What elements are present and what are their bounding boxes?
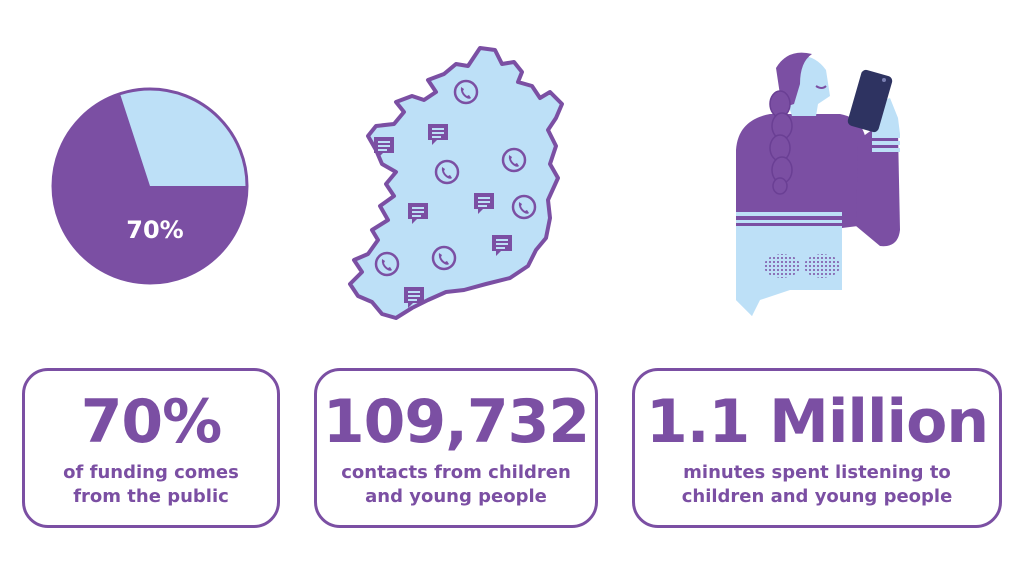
- stat-description: contacts from children and young people: [317, 461, 595, 509]
- phone-icon: [501, 147, 527, 173]
- phone-icon: [434, 159, 460, 185]
- stat-card-funding: 70% of funding comes from the public: [22, 368, 280, 528]
- pie-chart: 70%: [51, 87, 249, 285]
- stat-description-line: and young people: [365, 486, 547, 507]
- stat-value: 1.1 Million: [645, 387, 989, 457]
- stat-description-line: of funding comes: [63, 462, 239, 483]
- stat-value: 109,732: [322, 387, 590, 457]
- pie-main-slice: [53, 93, 248, 283]
- stat-description-line: from the public: [73, 486, 229, 507]
- stat-card-minutes: 1.1 Million minutes spent listening to c…: [632, 368, 1002, 528]
- smartphone-icon: [847, 69, 893, 133]
- girl-with-phone-illustration: [736, 52, 900, 316]
- stat-value: 70%: [80, 387, 223, 457]
- phone-icon: [374, 251, 400, 277]
- stat-description-line: contacts from children: [341, 462, 571, 483]
- stat-card-contacts: 109,732 contacts from children and young…: [314, 368, 598, 528]
- phone-icon: [431, 245, 457, 271]
- phone-icon: [511, 194, 537, 220]
- stat-description-line: children and young people: [681, 486, 953, 507]
- stat-description-line: minutes spent listening to: [683, 462, 951, 483]
- stat-description: of funding comes from the public: [25, 461, 277, 509]
- pie-label: 70%: [126, 216, 183, 244]
- stat-description: minutes spent listening to children and …: [635, 461, 999, 509]
- phone-icon: [453, 79, 479, 105]
- ireland-map: [348, 46, 564, 320]
